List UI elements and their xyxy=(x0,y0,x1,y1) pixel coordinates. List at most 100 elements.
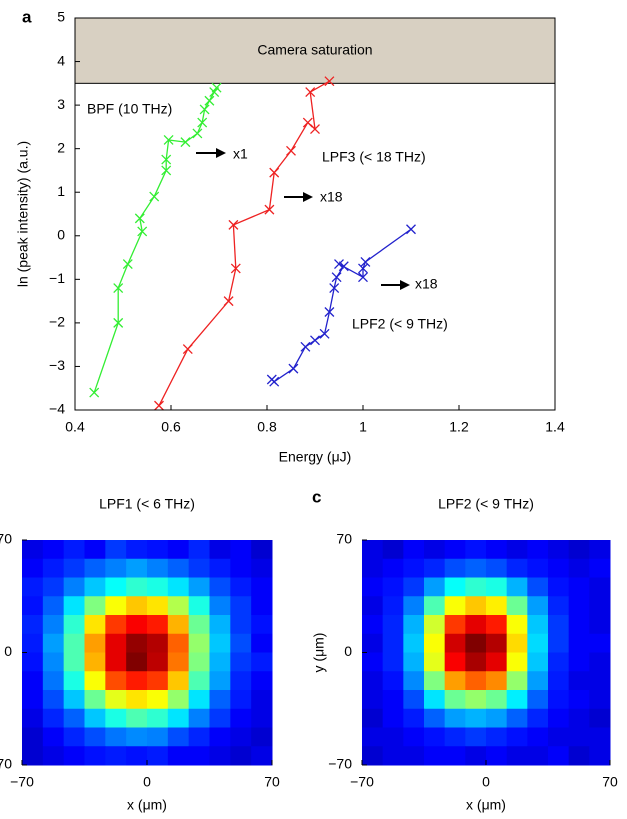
heatmap-cell xyxy=(230,633,252,653)
heatmap-cell xyxy=(22,708,44,728)
heatmap-cell xyxy=(147,615,169,635)
heatmap-cell xyxy=(230,615,252,635)
heatmap-cell xyxy=(147,727,169,747)
heatmap-cell xyxy=(527,671,549,691)
heatmap-cell xyxy=(424,577,446,597)
heatmap-cell xyxy=(444,652,466,672)
heatmap-cell xyxy=(42,615,65,635)
heatmap-cell xyxy=(527,596,549,616)
heatmap-cell xyxy=(230,671,252,691)
heatmap-cell xyxy=(63,540,85,560)
heatmap-cell xyxy=(167,577,190,597)
heatmap-cell xyxy=(105,652,127,672)
heatmap-cell xyxy=(506,540,528,560)
heatmap-cell xyxy=(126,727,148,747)
y-tick-label: 0 xyxy=(4,643,12,659)
heatmap-cell xyxy=(230,540,252,560)
heatmap-cell xyxy=(105,577,127,597)
heatmap-cell xyxy=(362,746,384,766)
point-marker xyxy=(197,117,208,128)
heatmap-cell xyxy=(105,615,127,635)
heatmap-cell xyxy=(444,540,466,560)
heatmap-cell xyxy=(147,746,169,766)
heatmap-cell xyxy=(188,690,210,710)
heatmap-cell xyxy=(230,577,252,597)
point-marker xyxy=(329,283,340,294)
heatmap-cell xyxy=(167,558,190,578)
heatmap-cell xyxy=(548,690,570,710)
point-marker xyxy=(288,363,299,374)
heatmap-cell xyxy=(362,690,384,710)
heatmap-cell xyxy=(589,652,611,672)
heatmap-cell xyxy=(188,652,210,672)
heatmap-cell xyxy=(548,558,570,578)
heatmap-cell xyxy=(444,577,466,597)
heatmap-cell xyxy=(362,540,384,560)
y-tick-label: 5 xyxy=(57,9,65,25)
heatmap-cell xyxy=(105,671,127,691)
point-marker xyxy=(113,317,124,328)
heatmap-cell xyxy=(251,633,273,653)
heatmap-cell xyxy=(424,558,446,578)
heatmap-cell xyxy=(167,690,190,710)
heatmap-cell xyxy=(84,596,106,616)
point-marker xyxy=(358,263,368,274)
heatmap-cell xyxy=(126,540,148,560)
annotation: x1 xyxy=(233,146,248,162)
point-marker xyxy=(300,341,311,352)
heatmap-cell xyxy=(22,671,44,691)
heatmap-cell xyxy=(465,540,487,560)
point-marker xyxy=(161,165,172,176)
heatmap-cell xyxy=(251,652,273,672)
heatmap-cell xyxy=(362,671,384,691)
heatmap-cell xyxy=(84,652,106,672)
heatmap-cell xyxy=(382,558,404,578)
heatmap-cell xyxy=(126,633,148,653)
heatmap-cell xyxy=(126,615,148,635)
x-tick-label: 70 xyxy=(602,774,618,790)
heatmap-cell xyxy=(486,690,508,710)
heatmap-cell xyxy=(251,746,273,766)
heatmap-cell xyxy=(230,652,252,672)
heatmap-cell xyxy=(486,558,508,578)
heatmap-cell xyxy=(465,671,487,691)
y-tick-label: −2 xyxy=(49,314,65,330)
heatmap-cell xyxy=(424,540,446,560)
y-tick-label: 1 xyxy=(57,183,65,199)
point-marker xyxy=(305,87,316,98)
shaded-band xyxy=(74,17,556,84)
point-marker xyxy=(286,145,296,156)
heatmap-cell xyxy=(22,690,44,710)
point-marker xyxy=(180,137,191,148)
heatmap-cell xyxy=(230,690,252,710)
heatmap-cell xyxy=(362,577,384,597)
heatmap-cell xyxy=(589,540,611,560)
heatmap-cell xyxy=(589,615,611,635)
heatmap-cell xyxy=(465,690,487,710)
heatmap-cell xyxy=(251,615,273,635)
heatmap-cell xyxy=(444,615,466,635)
point-marker xyxy=(269,167,280,178)
heatmap-cell xyxy=(63,596,85,616)
heatmap-cell xyxy=(382,746,404,766)
heatmap-cell xyxy=(568,671,590,691)
heatmap-cell xyxy=(506,708,528,728)
heatmap-cell xyxy=(126,746,148,766)
heatmap-cell xyxy=(147,540,169,560)
y-tick-label: −3 xyxy=(49,357,65,373)
heatmap-cell xyxy=(188,558,210,578)
x-tick-label: 70 xyxy=(264,774,280,790)
heatmap-cell xyxy=(22,652,44,672)
heatmap-cell xyxy=(506,652,528,672)
heatmap-cell xyxy=(22,727,44,747)
heatmap-cell xyxy=(486,615,508,635)
point-marker xyxy=(310,124,320,135)
point-marker xyxy=(89,387,100,398)
heatmap-cell xyxy=(465,615,487,635)
heatmap-cell xyxy=(506,690,528,710)
heatmap-cell xyxy=(126,652,148,672)
heatmap-cell xyxy=(105,596,127,616)
heatmap-cell xyxy=(167,652,190,672)
heatmap-cell xyxy=(506,615,528,635)
heatmap-cell xyxy=(42,708,65,728)
